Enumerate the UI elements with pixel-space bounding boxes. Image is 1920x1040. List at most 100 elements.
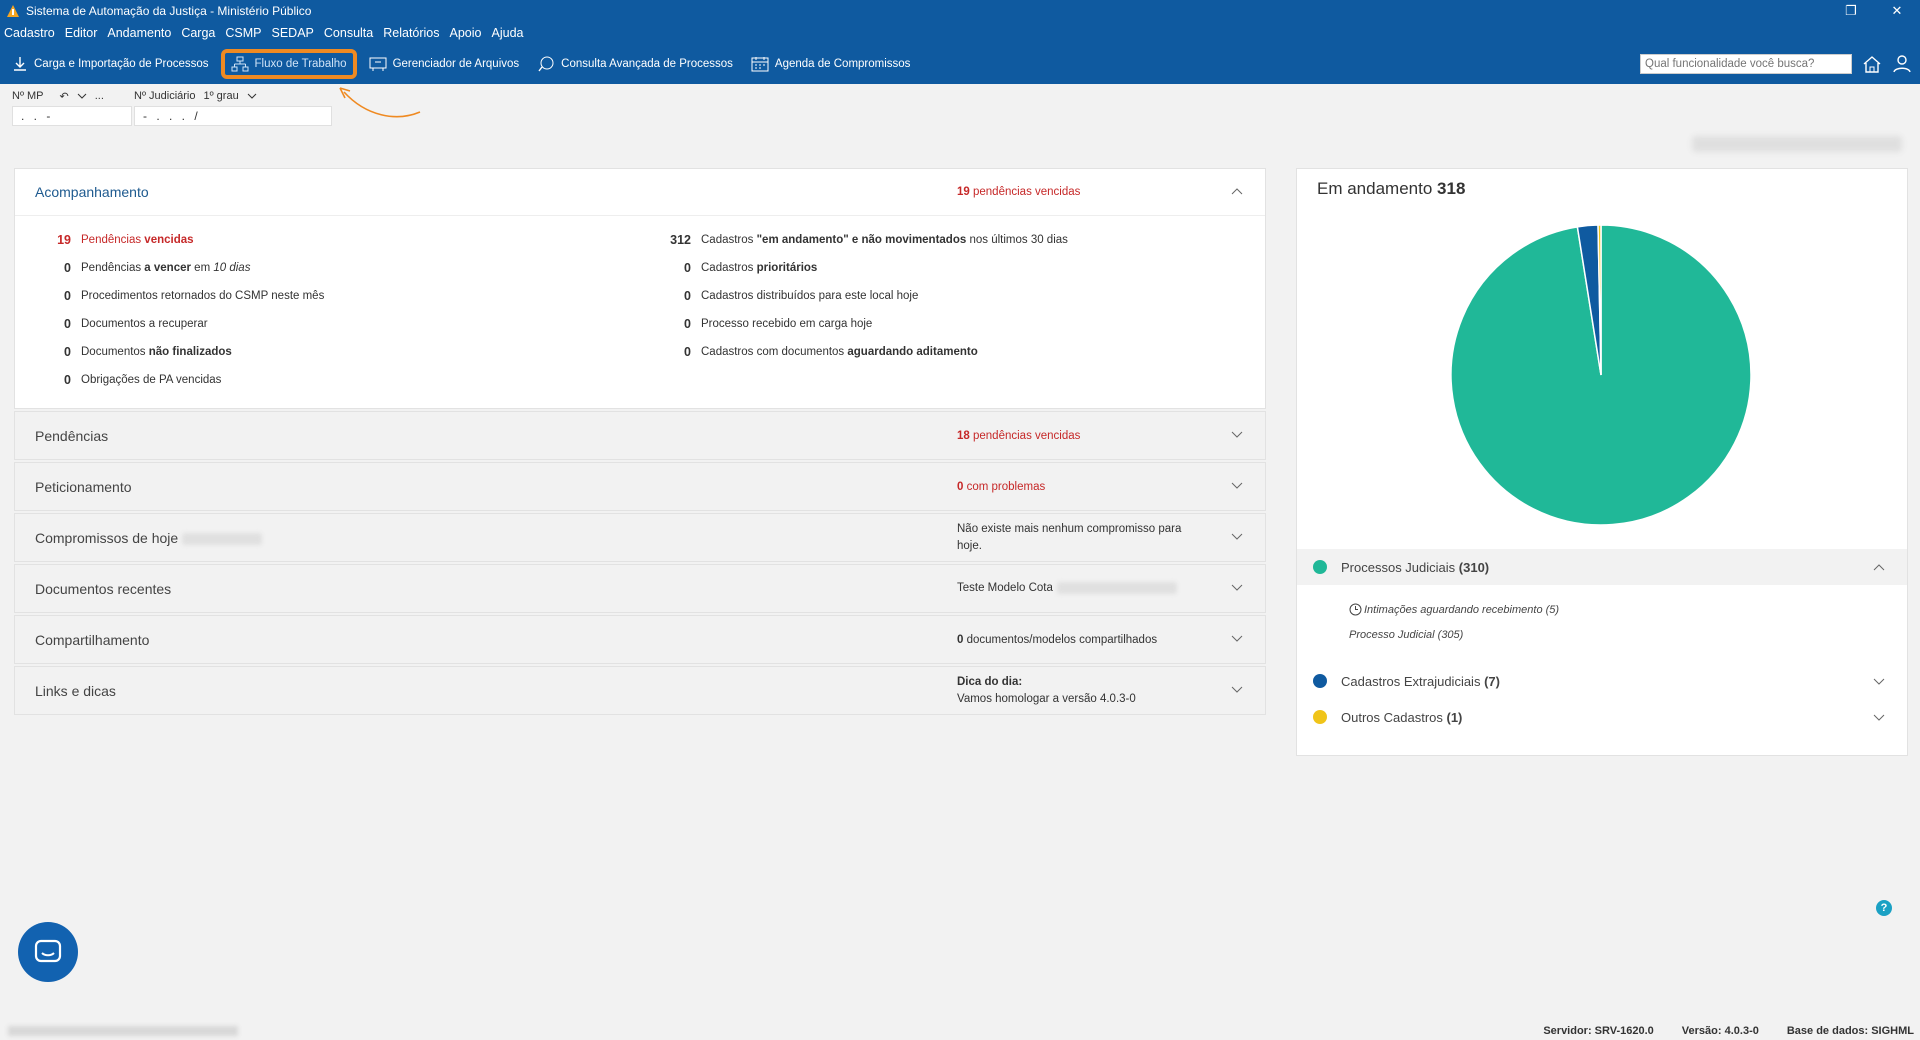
title-bar: Sistema de Automação da Justiça - Minist… [0,0,1920,22]
stat-text: Pendências [81,234,145,246]
menu-cadastro[interactable]: Cadastro [4,26,55,40]
user-account-icon[interactable] [1892,55,1912,73]
chevron-down-icon[interactable] [1229,579,1245,595]
peticionamento-section[interactable]: Peticionamento 0 com problemas [14,462,1266,511]
documentos-recentes-status[interactable]: Teste Modelo Cota [957,582,1177,595]
menu-editor[interactable]: Editor [64,26,98,40]
stat-cadastros-prioritarios[interactable]: 0 Cadastros prioritários [635,254,1235,282]
chat-support-button[interactable] [18,922,78,982]
links-dicas-section[interactable]: Links e dicas Dica do dia: Vamos homologa… [14,666,1266,715]
feature-search-input[interactable] [1640,54,1852,74]
acompanhamento-section: Acompanhamento 19 pendências vencidas 19… [14,168,1266,409]
stat-text: Pendências [81,262,145,274]
menu-csmp[interactable]: CSMP [225,26,262,40]
documentos-recentes-section[interactable]: Documentos recentes Teste Modelo Cota [14,564,1266,613]
chevron-up-icon[interactable] [1871,559,1887,575]
status-text: com problemas [966,480,1046,493]
chevron-down-icon[interactable] [247,92,257,100]
compartilhamento-status[interactable]: 0 documentos/modelos compartilhados [957,634,1157,646]
peticionamento-status[interactable]: 0 com problemas [957,481,1045,493]
stat-count: 0 [684,317,691,331]
compromissos-status: Não existe mais nenhum compromisso para … [957,522,1182,552]
restore-window-button[interactable]: ❐ [1845,3,1857,18]
status-text: Teste Modelo Cota [957,582,1053,595]
stat-count: 19 [57,233,71,247]
consulta-avancada-button[interactable]: Consulta Avançada de Processos [531,49,739,79]
chevron-down-icon[interactable] [1229,528,1245,544]
chevron-down-icon[interactable] [1871,673,1887,689]
legend-label: Processos Judiciais [1341,559,1456,575]
links-dicas-title: Links e dicas [35,682,116,699]
chevron-down-icon[interactable] [1229,681,1245,697]
chevron-down-icon[interactable] [1229,477,1245,493]
pendencias-section[interactable]: Pendências 18 pendências vencidas [14,411,1266,460]
menu-carga[interactable]: Carga [181,26,216,40]
legend-outros-cadastros[interactable]: Outros Cadastros (1) [1297,699,1907,735]
sub-intimacoes[interactable]: Intimações aguardando recebimento (5) [1349,603,1559,616]
fluxo-trabalho-button[interactable]: Fluxo de Trabalho [220,49,357,79]
stat-text: Documentos a recuperar [81,318,208,330]
top-bar: Sistema de Automação da Justiça - Minist… [0,0,1920,84]
legend-processos-judiciais[interactable]: Processos Judiciais (310) [1297,549,1907,585]
chevron-down-icon[interactable] [1871,709,1887,725]
mp-number-input[interactable]: . . - [12,106,132,126]
close-window-button[interactable]: ✕ [1891,3,1903,18]
stat-cadastros-em-andamento[interactable]: 312 Cadastros "em andamento" e não movime… [635,226,1235,254]
dica-do-dia: Dica do dia: Vamos homologar a versão 4.0… [957,674,1197,708]
compartilhamento-section[interactable]: Compartilhamento 0 documentos/modelos co… [14,615,1266,664]
more-options-button[interactable]: ... [94,90,104,102]
status-location-blurred [8,1026,238,1036]
file-manager-icon [369,57,387,71]
annotation-arrow-icon [339,87,421,118]
fluxo-trabalho-label: Fluxo de Trabalho [254,58,347,70]
chevron-down-icon[interactable] [77,92,87,100]
stat-count: 0 [64,373,71,387]
stat-pendencias-vencidas[interactable]: 19 Pendências vencidas [15,226,635,254]
status-text: pendências vencidas [973,186,1081,198]
chevron-down-icon[interactable] [1229,630,1245,646]
sub-processo-judicial[interactable]: Processo Judicial (305) [1349,629,1463,641]
legend-cadastros-extrajudiciais[interactable]: Cadastros Extrajudiciais (7) [1297,663,1907,699]
gerenciador-arquivos-button[interactable]: Gerenciador de Arquivos [363,49,526,79]
stat-text: Processo recebido em carga hoje [701,318,873,330]
acompanhamento-status[interactable]: 19 pendências vencidas [957,186,1080,198]
legend-label: Cadastros Extrajudiciais [1341,673,1481,689]
judicial-number-label: Nº Judiciário [134,90,196,102]
judicial-number-input[interactable]: - . . . / [134,106,332,126]
stat-cadastros-distribuidos[interactable]: 0 Cadastros distribuídos para este local … [635,282,1235,310]
home-icon[interactable] [1862,55,1882,73]
stat-pendencias-a-vencer[interactable]: 0 Pendências a vencer em 10 dias [15,254,635,282]
document-id-blurred [1056,582,1177,595]
chevron-up-icon[interactable] [1229,183,1245,199]
stat-text-post: nos últimos 30 dias [966,234,1068,246]
acompanhamento-header[interactable]: Acompanhamento 19 pendências vencidas [15,169,1265,215]
stat-documentos-recuperar[interactable]: 0 Documentos a recuperar [15,310,635,338]
chevron-down-icon[interactable] [1229,426,1245,442]
instance-select[interactable]: 1º grau [203,90,239,102]
status-versao: Versão: 4.0.3-0 [1681,1025,1759,1037]
download-icon [14,57,26,71]
compromissos-section[interactable]: Compromissos de hoje Não existe mais nen… [14,513,1266,562]
menu-sedap[interactable]: SEDAP [271,26,314,40]
stat-cadastros-aditamento[interactable]: 0 Cadastros com documentos aguardando adi… [635,338,1235,366]
stat-count: 0 [64,289,71,303]
agenda-compromissos-button[interactable]: Agenda de Compromissos [745,49,917,79]
stat-documentos-nao-finalizados[interactable]: 0 Documentos não finalizados [15,338,635,366]
menu-andamento[interactable]: Andamento [107,26,172,40]
status-count: 0 [957,480,964,493]
stat-obrigacoes-pa[interactable]: 0 Obrigações de PA vencidas [15,366,635,394]
carga-importacao-button[interactable]: Carga e Importação de Processos [6,49,215,79]
stat-count: 0 [64,261,71,275]
menu-relatorios[interactable]: Relatórios [383,26,440,40]
menu-apoio[interactable]: Apoio [449,26,482,40]
menu-ajuda[interactable]: Ajuda [491,26,524,40]
undo-icon[interactable]: ↶ [59,90,69,103]
pie-chart-svg [1450,224,1752,526]
pie-slice-outros-cadastros[interactable] [1597,224,1602,376]
stat-procedimentos-csmp[interactable]: 0 Procedimentos retornados do CSMP neste … [15,282,635,310]
menu-consulta[interactable]: Consulta [323,26,374,40]
help-icon[interactable]: ? [1876,900,1892,916]
toolbar: Carga e Importação de Processos Fluxo de… [0,44,1920,84]
pendencias-status[interactable]: 18 pendências vencidas [957,430,1080,442]
stat-processo-recebido[interactable]: 0 Processo recebido em carga hoje [635,310,1235,338]
